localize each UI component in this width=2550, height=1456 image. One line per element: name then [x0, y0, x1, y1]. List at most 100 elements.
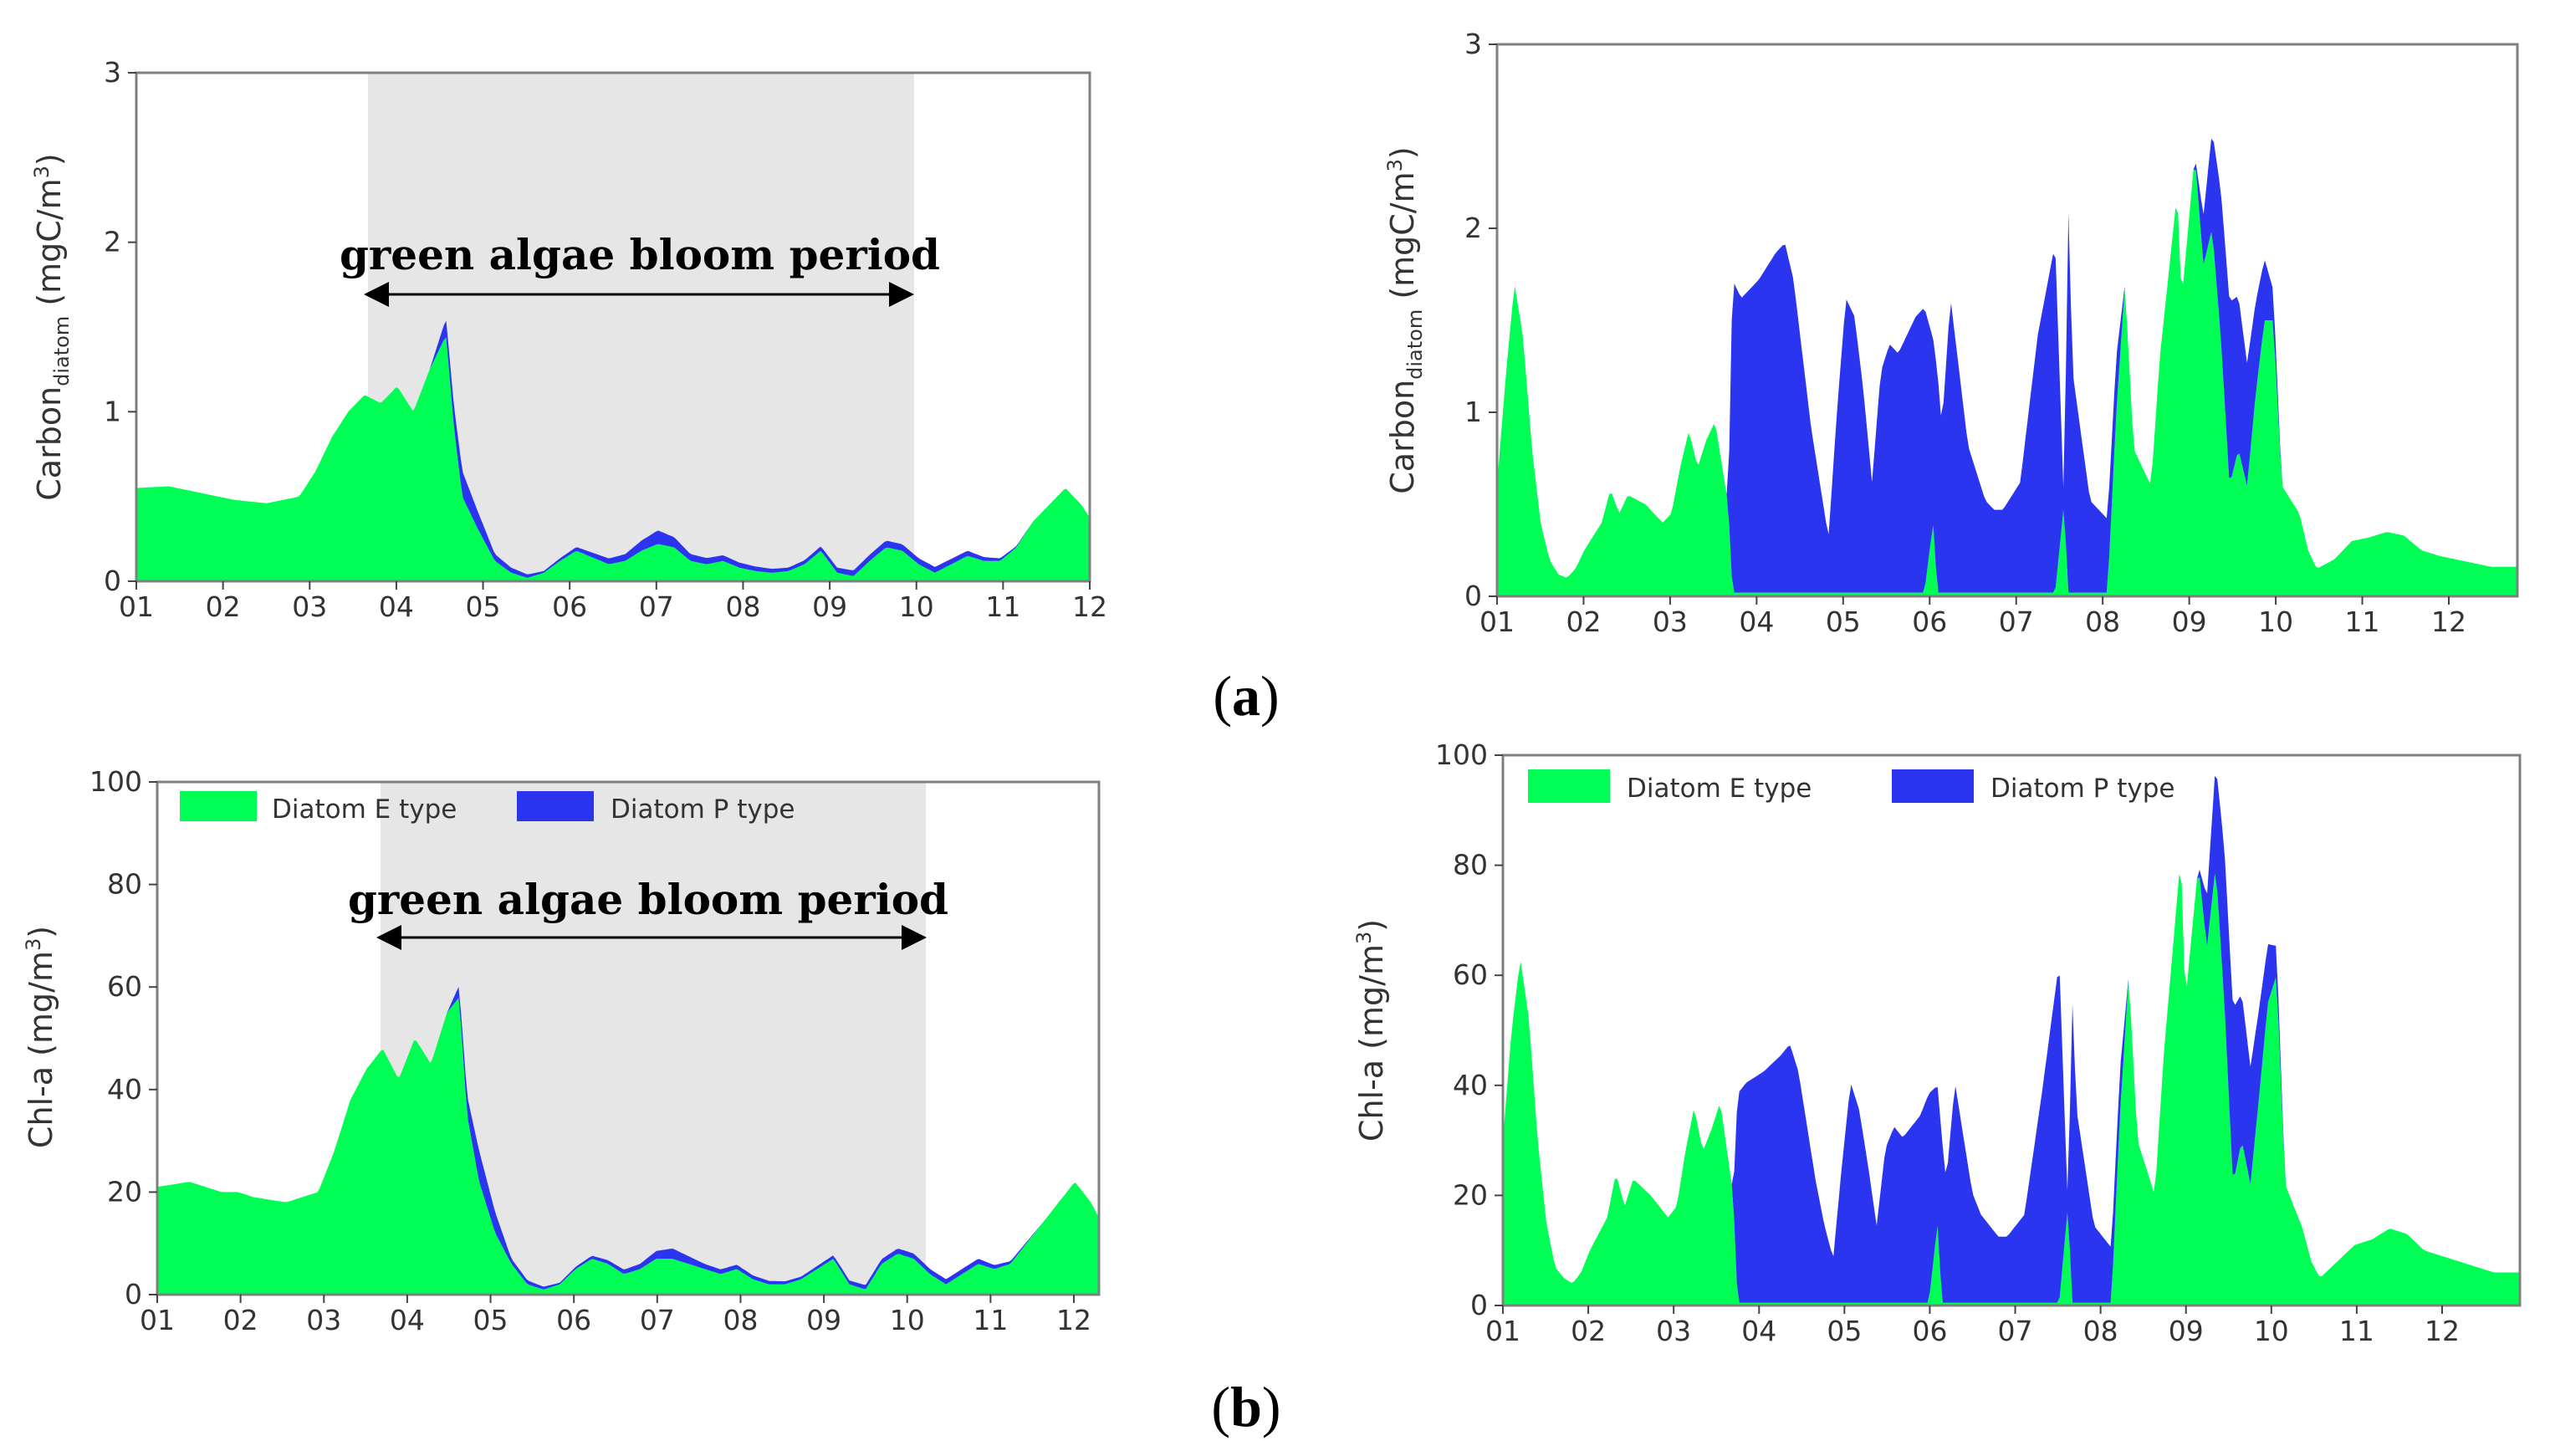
caption-a: (a) [1213, 664, 1279, 728]
axis-ticks: 0 20 40 60 80 100 01 02 03 04 05 06 07 08 09 10 11 12 [1435, 738, 2460, 1347]
y-tick-label: 1 [1464, 396, 1482, 428]
x-tick-label: 11 [985, 590, 1020, 623]
area-series-group [136, 320, 1090, 581]
area-series-group [1497, 138, 2517, 597]
plot-frame [1501, 754, 2522, 1307]
legend-swatch-diatom-e [1528, 769, 1610, 803]
y-tick-label: 40 [107, 1073, 142, 1106]
x-tick-label: 03 [1656, 1315, 1691, 1347]
x-tick-label: 01 [1485, 1315, 1520, 1347]
y-tick-label: 3 [1464, 28, 1482, 60]
x-tick-label: 02 [1566, 605, 1601, 638]
y-tick-label: 100 [1435, 738, 1488, 771]
x-tick-label: 10 [890, 1304, 925, 1336]
plot-frame [156, 780, 1101, 1296]
x-tick-label: 07 [1999, 605, 2034, 638]
x-tick-label: 10 [899, 590, 934, 623]
x-tick-label: 08 [2085, 605, 2120, 638]
x-tick-label: 06 [552, 590, 587, 623]
x-tick-label: 07 [640, 1304, 675, 1336]
y-tick-label: 80 [107, 868, 142, 901]
x-tick-label: 05 [1826, 605, 1861, 638]
chart-b-right: 0 20 40 60 80 100 01 02 03 04 05 06 07 08 09 10 11 12 Chl… [1352, 738, 2522, 1347]
legend-swatch-diatom-p [1892, 769, 1974, 803]
x-tick-label: 05 [473, 1304, 508, 1336]
x-tick-label: 11 [973, 1304, 1008, 1336]
legend-label-diatom-e: Diatom E type [1627, 774, 1812, 804]
y-tick-label: 0 [104, 565, 121, 597]
y-axis-label: Carbondiatom (mgC/m3) [30, 153, 74, 501]
legend-label-diatom-p: Diatom P type [1990, 774, 2174, 804]
x-tick-label: 01 [140, 1304, 175, 1336]
area-diatom-p-type [1503, 775, 2520, 1303]
y-tick-label: 40 [1453, 1069, 1488, 1101]
y-axis-label: Chl-a (mg/m3) [1352, 919, 1390, 1142]
legend-swatch-diatom-p [517, 791, 594, 821]
x-tick-label: 07 [639, 590, 674, 623]
y-tick-label: 0 [1470, 1289, 1488, 1321]
x-tick-label: 09 [2172, 605, 2207, 638]
x-tick-label: 06 [1912, 605, 1947, 638]
x-tick-label: 05 [466, 590, 501, 623]
y-tick-label: 2 [1464, 212, 1482, 244]
x-tick-label: 04 [379, 590, 414, 623]
x-tick-label: 04 [1741, 1315, 1776, 1347]
legend-label-diatom-p: Diatom P type [611, 794, 795, 825]
y-axis-label: Carbondiatom (mgC/m3) [1383, 146, 1427, 494]
plot-frame [135, 71, 1091, 583]
chart-b-left: 0 20 40 60 80 100 01 02 03 04 05 06 07 08 09 10 11 12 Chl… [22, 765, 1101, 1336]
x-tick-label: 02 [1571, 1315, 1606, 1347]
x-tick-label: 08 [723, 1304, 758, 1336]
x-tick-label: 05 [1827, 1315, 1862, 1347]
x-tick-label: 02 [206, 590, 241, 623]
area-diatom-e-type [1497, 169, 2517, 597]
x-tick-label: 04 [1739, 605, 1774, 638]
x-tick-label: 02 [223, 1304, 258, 1336]
x-tick-label: 04 [390, 1304, 425, 1336]
x-tick-label: 03 [306, 1304, 341, 1336]
x-tick-label: 01 [1479, 605, 1515, 638]
x-tick-label: 09 [812, 590, 847, 623]
bloom-period-annotation: green algae bloom period [340, 230, 940, 279]
y-tick-label: 80 [1453, 849, 1488, 881]
x-tick-label: 07 [1998, 1315, 2033, 1347]
area-diatom-e-type [1503, 873, 2520, 1305]
x-tick-label: 01 [119, 590, 154, 623]
x-tick-label: 09 [2169, 1315, 2204, 1347]
x-tick-label: 03 [292, 590, 327, 623]
legend-label-diatom-e: Diatom E type [272, 794, 457, 825]
x-tick-label: 06 [556, 1304, 591, 1336]
x-tick-label: 12 [1072, 590, 1107, 623]
area-series-group [157, 987, 1099, 1295]
legend: Diatom E type Diatom P type [1528, 769, 2174, 804]
x-tick-label: 08 [2083, 1315, 2118, 1347]
x-tick-label: 03 [1653, 605, 1688, 638]
x-tick-label: 10 [2254, 1315, 2289, 1347]
area-series-group [1503, 775, 2520, 1305]
x-tick-label: 11 [2339, 1315, 2374, 1347]
x-tick-label: 09 [806, 1304, 841, 1336]
y-tick-label: 60 [107, 970, 142, 1003]
bloom-period-annotation: green algae bloom period [348, 875, 948, 924]
x-tick-label: 06 [1912, 1315, 1947, 1347]
x-tick-label: 08 [725, 590, 760, 623]
y-tick-label: 3 [104, 56, 121, 89]
y-tick-label: 2 [104, 226, 121, 258]
y-tick-label: 0 [125, 1278, 142, 1310]
area-diatom-e-type [157, 998, 1099, 1295]
x-tick-label: 12 [1056, 1304, 1091, 1336]
area-diatom-e-type [136, 337, 1090, 581]
y-tick-label: 60 [1453, 958, 1488, 991]
y-tick-label: 100 [89, 765, 142, 798]
x-tick-label: 12 [2431, 605, 2466, 638]
x-tick-label: 12 [2425, 1315, 2460, 1347]
x-tick-label: 10 [2258, 605, 2293, 638]
y-tick-label: 20 [107, 1175, 142, 1208]
y-tick-label: 20 [1453, 1178, 1488, 1211]
legend: Diatom E type Diatom P type [180, 791, 795, 825]
y-axis-label: Chl-a (mg/m3) [22, 926, 59, 1148]
